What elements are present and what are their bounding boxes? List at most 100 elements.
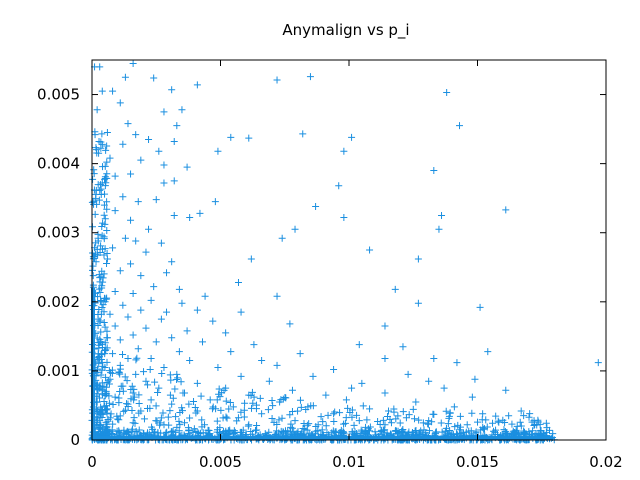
data-point — [510, 429, 518, 437]
data-point — [494, 417, 502, 425]
data-point — [489, 419, 497, 427]
data-point — [213, 428, 221, 436]
data-point — [371, 428, 379, 436]
data-point — [98, 179, 106, 187]
data-point — [151, 378, 159, 386]
data-point — [97, 296, 105, 304]
data-point — [476, 303, 484, 311]
data-point — [103, 142, 111, 150]
data-point — [107, 410, 115, 418]
data-point — [92, 258, 100, 266]
data-point — [99, 163, 107, 171]
data-point — [348, 384, 356, 392]
data-point — [133, 354, 141, 362]
data-point — [116, 267, 124, 275]
x-tick-label: 0.01 — [332, 453, 365, 471]
data-point — [213, 417, 221, 425]
data-point — [215, 385, 223, 393]
data-point — [186, 414, 194, 422]
data-point — [209, 403, 217, 411]
data-point — [146, 366, 154, 374]
data-point — [163, 269, 171, 277]
data-point — [412, 398, 420, 406]
data-point — [109, 420, 117, 428]
data-point — [226, 398, 234, 406]
data-point — [127, 170, 135, 178]
dense-baseline — [92, 435, 553, 440]
y-tick-label: 0.001 — [37, 362, 80, 380]
data-point — [144, 381, 152, 389]
data-point — [288, 386, 296, 394]
data-point — [268, 415, 276, 423]
data-point — [227, 348, 235, 356]
data-point — [390, 405, 398, 413]
data-point — [286, 320, 294, 328]
data-point — [101, 323, 109, 331]
data-point — [166, 407, 174, 415]
data-point — [116, 412, 124, 420]
data-point — [142, 377, 150, 385]
data-point — [93, 200, 101, 208]
data-point — [240, 413, 248, 421]
data-point — [184, 424, 192, 432]
data-point — [129, 389, 137, 397]
data-point — [435, 225, 443, 233]
data-point — [134, 198, 142, 206]
data-point — [122, 406, 130, 414]
data-point — [170, 211, 178, 219]
data-point — [525, 428, 533, 436]
data-point — [442, 407, 450, 415]
data-point — [132, 237, 140, 245]
data-point — [409, 405, 417, 413]
data-point — [358, 379, 366, 387]
data-point — [100, 397, 108, 405]
data-point — [159, 409, 167, 417]
data-point — [111, 322, 119, 330]
data-point — [98, 130, 106, 138]
data-point — [113, 427, 121, 435]
data-point — [529, 427, 537, 435]
data-point — [256, 394, 264, 402]
data-point — [93, 106, 101, 114]
data-point — [94, 181, 102, 189]
data-point — [516, 418, 524, 426]
data-point — [163, 308, 171, 316]
data-point — [173, 370, 181, 378]
data-point — [384, 413, 392, 421]
data-point — [123, 377, 131, 385]
data-point — [170, 177, 178, 185]
data-point — [129, 59, 137, 67]
y-tick-label: 0 — [70, 431, 80, 449]
data-point — [309, 372, 317, 380]
data-point — [322, 391, 330, 399]
data-point — [92, 144, 100, 152]
data-point — [103, 129, 111, 137]
data-point — [341, 419, 349, 427]
data-point — [288, 424, 296, 432]
data-point — [258, 357, 266, 365]
data-point — [294, 428, 302, 436]
data-point — [339, 429, 347, 437]
data-point — [98, 282, 106, 290]
data-point — [299, 425, 307, 433]
data-point — [175, 417, 183, 425]
data-point — [240, 406, 248, 414]
data-point — [348, 133, 356, 141]
data-point — [152, 402, 160, 410]
data-point — [155, 147, 163, 155]
data-point — [97, 298, 105, 306]
data-point — [147, 296, 155, 304]
data-point — [222, 384, 230, 392]
data-point — [102, 373, 110, 381]
data-point — [199, 338, 207, 346]
y-axis: 0 0.001 0.002 0.003 0.004 0.005 — [37, 86, 606, 449]
data-point — [103, 334, 111, 342]
data-point — [355, 341, 363, 349]
data-point — [250, 341, 258, 349]
data-point — [336, 409, 344, 417]
data-point — [381, 354, 389, 362]
data-point — [146, 404, 154, 412]
data-point — [111, 172, 119, 180]
data-point — [95, 306, 103, 314]
data-point — [229, 403, 237, 411]
